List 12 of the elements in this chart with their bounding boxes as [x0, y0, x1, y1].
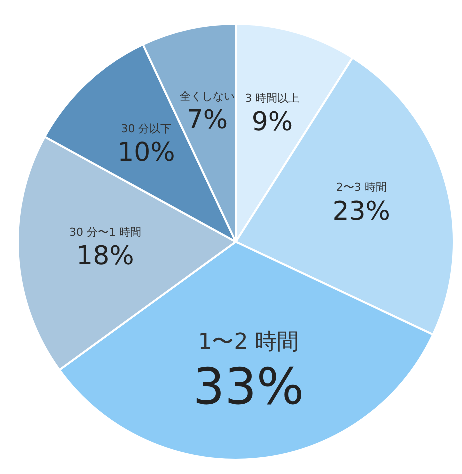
data-label: 7%	[186, 106, 228, 136]
slice-label: 30 分〜1 時間	[69, 226, 142, 239]
slice-label: 2〜3 時間	[336, 181, 387, 194]
data-label: 18%	[76, 242, 134, 272]
data-label: 23%	[332, 196, 391, 227]
data-label: 10%	[118, 138, 176, 168]
slice-label: 30 分以下	[121, 122, 172, 136]
data-label: 33%	[193, 358, 304, 416]
slice-label: 1〜2 時間	[198, 330, 300, 356]
data-label: 9%	[252, 108, 294, 138]
slice-label: 全くしない	[180, 90, 235, 104]
slice-label: 3 時間以上	[245, 92, 300, 106]
